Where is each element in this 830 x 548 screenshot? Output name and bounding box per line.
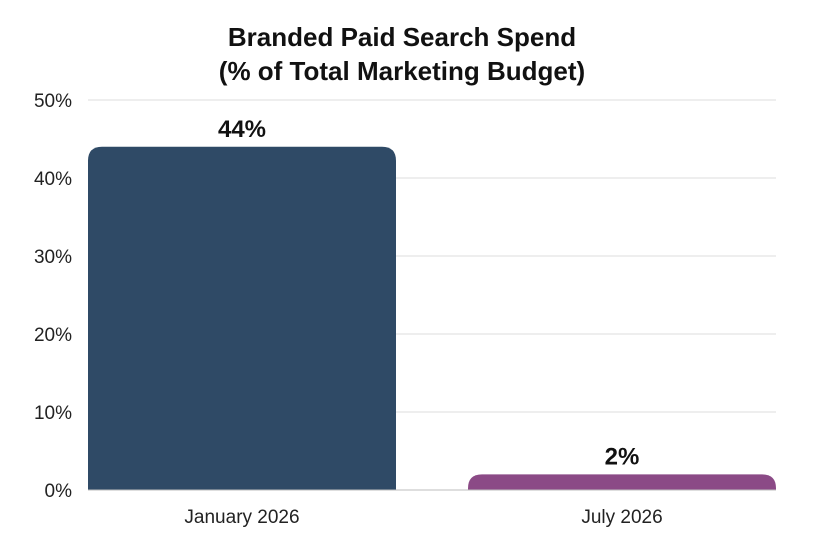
- bar-2: [468, 474, 776, 490]
- y-tick-label: 40%: [34, 169, 72, 190]
- y-tick-label: 0%: [45, 481, 73, 502]
- bars: [88, 146, 776, 491]
- x-axis-category-labels: January 2026 July 2026: [184, 507, 662, 528]
- y-tick-label: 30%: [34, 247, 72, 268]
- chart-title: Branded Paid Search Spend: [228, 22, 576, 52]
- data-labels: 44% 2%: [218, 116, 639, 471]
- data-label: 44%: [218, 116, 266, 143]
- x-category-label: July 2026: [581, 507, 662, 528]
- y-tick-label: 20%: [34, 325, 72, 346]
- y-tick-label: 50%: [34, 91, 72, 112]
- data-label: 2%: [605, 443, 640, 470]
- chart-subtitle: (% of Total Marketing Budget): [219, 56, 585, 86]
- x-category-label: January 2026: [184, 507, 299, 528]
- y-tick-label: 10%: [34, 403, 72, 424]
- y-axis-tick-labels: 0% 10% 20% 30% 40% 50%: [34, 91, 72, 502]
- bar-1: [88, 146, 396, 491]
